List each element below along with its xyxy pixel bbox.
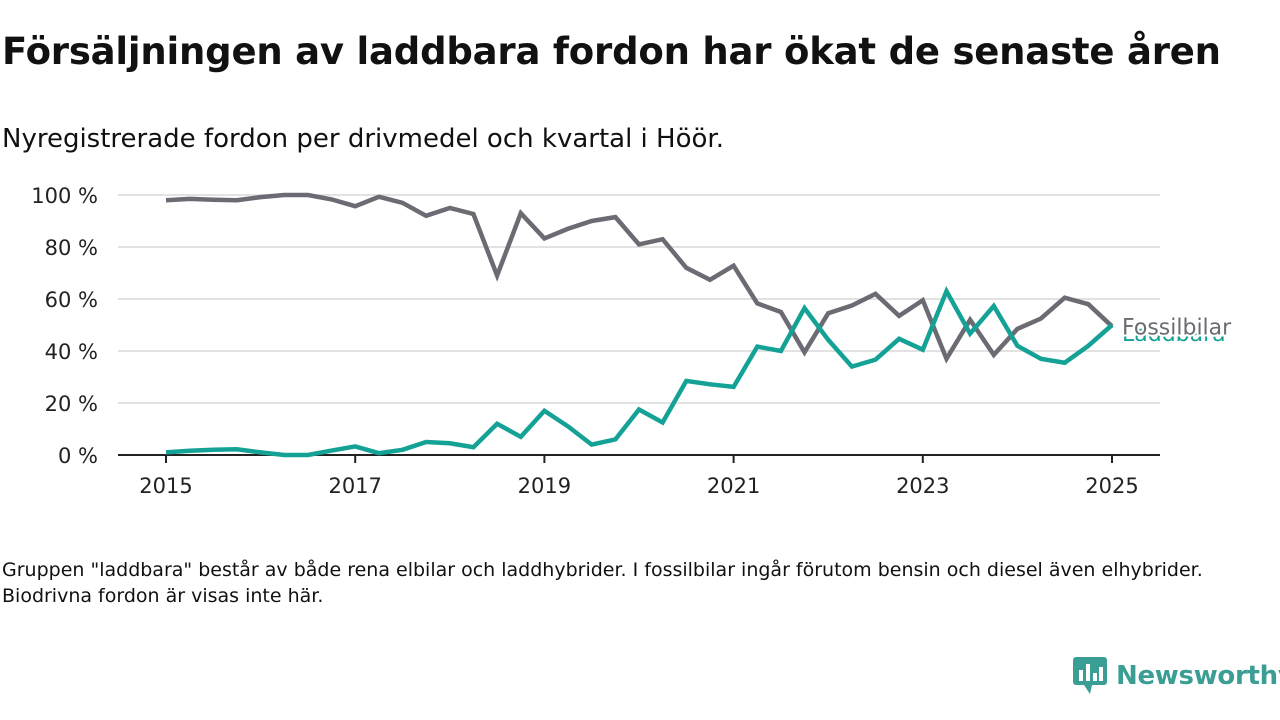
series [165, 192, 1114, 458]
y-tick-label: 20 % [45, 392, 98, 416]
brand-logo: Newsworthy [1072, 654, 1280, 698]
y-tick-label: 40 % [45, 340, 98, 364]
y-tick-label: 100 % [31, 184, 98, 208]
x-tick-label: 2015 [139, 474, 192, 498]
newsworthy-logo-icon [1073, 657, 1107, 694]
x-tick-label: 2023 [896, 474, 949, 498]
footnote: Gruppen "laddbara" består av både rena e… [2, 559, 1203, 607]
y-tick-label: 60 % [45, 288, 98, 312]
y-tick-label: 0 % [58, 444, 98, 468]
x-tick-label: 2021 [707, 474, 760, 498]
chart-subtitle: Nyregistrerade fordon per drivmedel och … [2, 124, 724, 154]
gridlines [118, 194, 1160, 404]
series-label-fossilbilar: Fossilbilar [1122, 315, 1232, 340]
y-tick-label: 80 % [45, 236, 98, 260]
line-chart: 0 % 20 % 40 % 60 % 80 % 100 % 2015 2017 2019 2021… [31, 184, 1234, 498]
brand-name: Newsworthy [1116, 661, 1280, 691]
series-label-laddbara: Laddbara [1122, 322, 1226, 347]
x-tick-label: 2025 [1085, 474, 1138, 498]
x-tick-label: 2019 [518, 474, 571, 498]
axes: 0 % 20 % 40 % 60 % 80 % 100 % 2015 2017 2019 2021… [31, 184, 1160, 498]
series-line-fossilbilar [165, 192, 1114, 364]
chart-title: Försäljningen av laddbara fordon har öka… [2, 30, 1221, 73]
series-line-laddbara [165, 285, 1114, 458]
x-tick-label: 2017 [328, 474, 381, 498]
